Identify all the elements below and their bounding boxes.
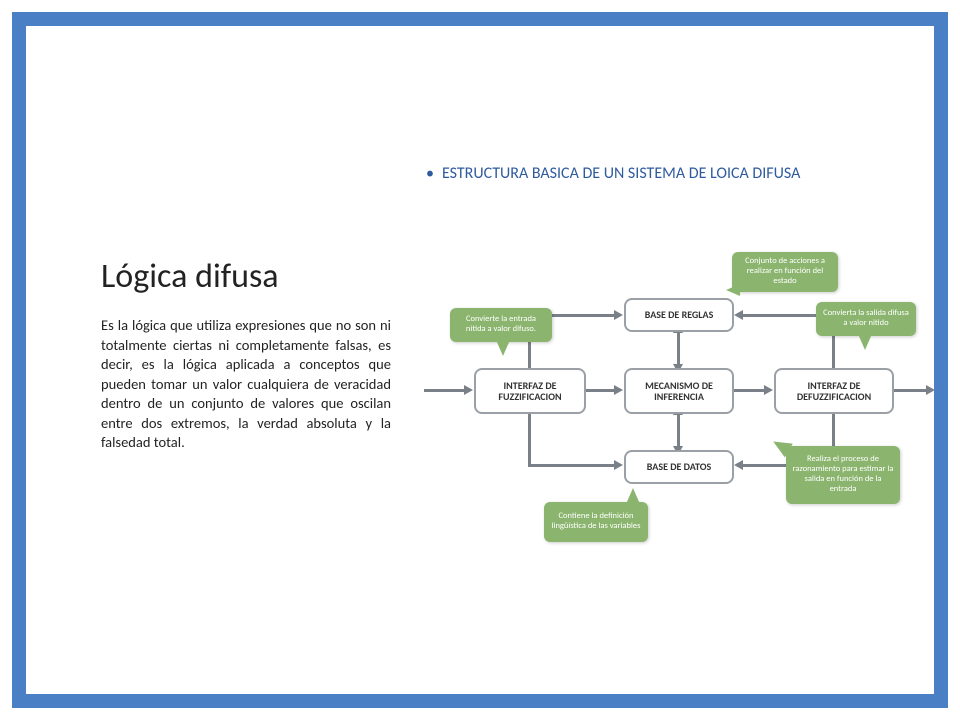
arrow-head-icon bbox=[734, 310, 743, 320]
node-defuzzificacion: INTERFAZ DE DEFUZZIFICACION bbox=[774, 368, 894, 414]
arrow-fuzz-datos-h bbox=[528, 464, 616, 467]
subtitle-text: ESTRUCTURA BASICA DE UN SISTEMA DE LOICA… bbox=[442, 164, 800, 184]
arrow-fuzz-infer bbox=[586, 389, 616, 392]
subtitle: • ESTRUCTURA BASICA DE UN SISTEMA DE LOI… bbox=[426, 164, 894, 184]
callout-text: Contiene la definición lingüística de la… bbox=[550, 512, 642, 532]
arrow-head-icon bbox=[614, 310, 623, 320]
arrow-head-icon bbox=[614, 460, 623, 470]
arrow-head-icon bbox=[734, 460, 743, 470]
page-title: Lógica difusa bbox=[101, 256, 279, 297]
callout-tail-icon bbox=[496, 340, 510, 356]
arrow-head-icon bbox=[464, 385, 473, 395]
slide-content: • ESTRUCTURA BASICA DE UN SISTEMA DE LOI… bbox=[26, 26, 934, 694]
callout-tail-icon bbox=[626, 488, 640, 504]
node-label: MECANISMO DE INFERENCIA bbox=[632, 380, 726, 403]
arrow-infer-defuzz bbox=[734, 389, 766, 392]
callout-reglas: Conjunto de acciones a realizar en funci… bbox=[732, 252, 838, 292]
node-base-reglas: BASE DE REGLAS bbox=[624, 298, 734, 332]
callout-text: Conjunto de acciones a realizar en funci… bbox=[738, 257, 832, 286]
callout-tail-icon bbox=[726, 284, 740, 296]
node-label: INTERFAZ DE DEFUZZIFICACION bbox=[782, 380, 886, 403]
node-base-datos: BASE DE DATOS bbox=[624, 450, 734, 484]
node-fuzzificacion: INTERFAZ DE FUZZIFICACION bbox=[474, 368, 586, 414]
arrow-head-icon bbox=[764, 385, 773, 395]
node-inferencia: MECANISMO DE INFERENCIA bbox=[624, 368, 734, 414]
arrow-input-fuzz bbox=[424, 389, 466, 392]
arrow-fuzz-datos-v bbox=[528, 414, 531, 466]
node-label: INTERFAZ DE FUZZIFICACION bbox=[482, 380, 578, 403]
arrow-head-icon bbox=[926, 385, 935, 395]
arrow-head-icon bbox=[614, 385, 623, 395]
callout-text: Convierta la salida difusa a valor nitid… bbox=[822, 309, 910, 329]
arrow-infer-datos bbox=[677, 414, 680, 450]
node-label: BASE DE REGLAS bbox=[645, 309, 714, 321]
callout-text: Realiza el proceso de razonamiento para … bbox=[792, 455, 894, 494]
callout-infer: Realiza el proceso de razonamiento para … bbox=[786, 446, 900, 504]
arrow-infer-reglas bbox=[677, 332, 680, 368]
flowchart-diagram: BASE DE REGLAS INTERFAZ DE FUZZIFICACION… bbox=[416, 246, 936, 546]
callout-tail-icon bbox=[858, 334, 872, 350]
bullet-icon: • bbox=[426, 164, 434, 183]
node-label: BASE DE DATOS bbox=[647, 461, 711, 473]
callout-fuzz: Convierte la entrada nitida a valor difu… bbox=[450, 308, 552, 342]
body-paragraph: Es la lógica que utiliza expresiones que… bbox=[101, 316, 391, 453]
callout-text: Convierte la entrada nitida a valor difu… bbox=[456, 315, 546, 335]
callout-defuzz: Convierta la salida difusa a valor nitid… bbox=[816, 302, 916, 336]
arrow-defuzz-output bbox=[894, 389, 930, 392]
callout-datos: Contiene la definición lingüística de la… bbox=[544, 502, 648, 542]
slide-frame: • ESTRUCTURA BASICA DE UN SISTEMA DE LOI… bbox=[12, 12, 948, 708]
